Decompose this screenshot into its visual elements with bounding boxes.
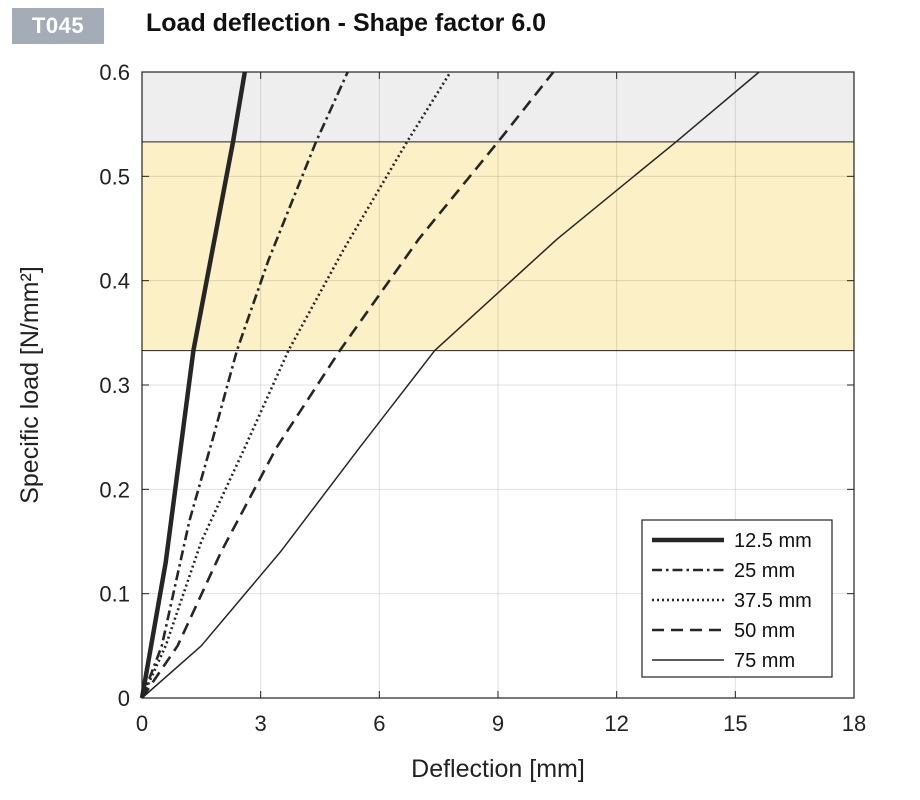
y-tick-label-6: 0.6 (99, 60, 130, 85)
y-tick-label-5: 0.5 (99, 164, 130, 189)
legend: 12.5 mm 25 mm 37.5 mm 50 mm 75 mm (642, 520, 832, 677)
legend-label-2: 25 mm (734, 560, 795, 582)
x-tick-label-2: 6 (373, 711, 385, 736)
y-axis-label: Specific load [N/mm²] (16, 266, 44, 504)
x-axis-label: Deflection [mm] (411, 755, 585, 783)
legend-label-3: 37.5 mm (734, 590, 812, 612)
legend-label-5: 75 mm (734, 650, 795, 672)
y-tick-label-1: 0.1 (99, 582, 130, 607)
x-tick-label-6: 18 (842, 711, 866, 736)
x-tick-label-5: 15 (723, 711, 747, 736)
y-tick-label-0: 0 (118, 686, 130, 711)
x-tick-label-1: 3 (255, 711, 267, 736)
x-tick-label-4: 12 (604, 711, 628, 736)
legend-label-4: 50 mm (734, 620, 795, 642)
y-tick-label-2: 0.2 (99, 477, 130, 502)
x-tick-label-0: 0 (136, 711, 148, 736)
legend-label-1: 12.5 mm (734, 530, 812, 552)
y-tick-label-3: 0.3 (99, 373, 130, 398)
x-tick-label-3: 9 (492, 711, 504, 736)
y-tick-label-4: 0.4 (99, 269, 130, 294)
